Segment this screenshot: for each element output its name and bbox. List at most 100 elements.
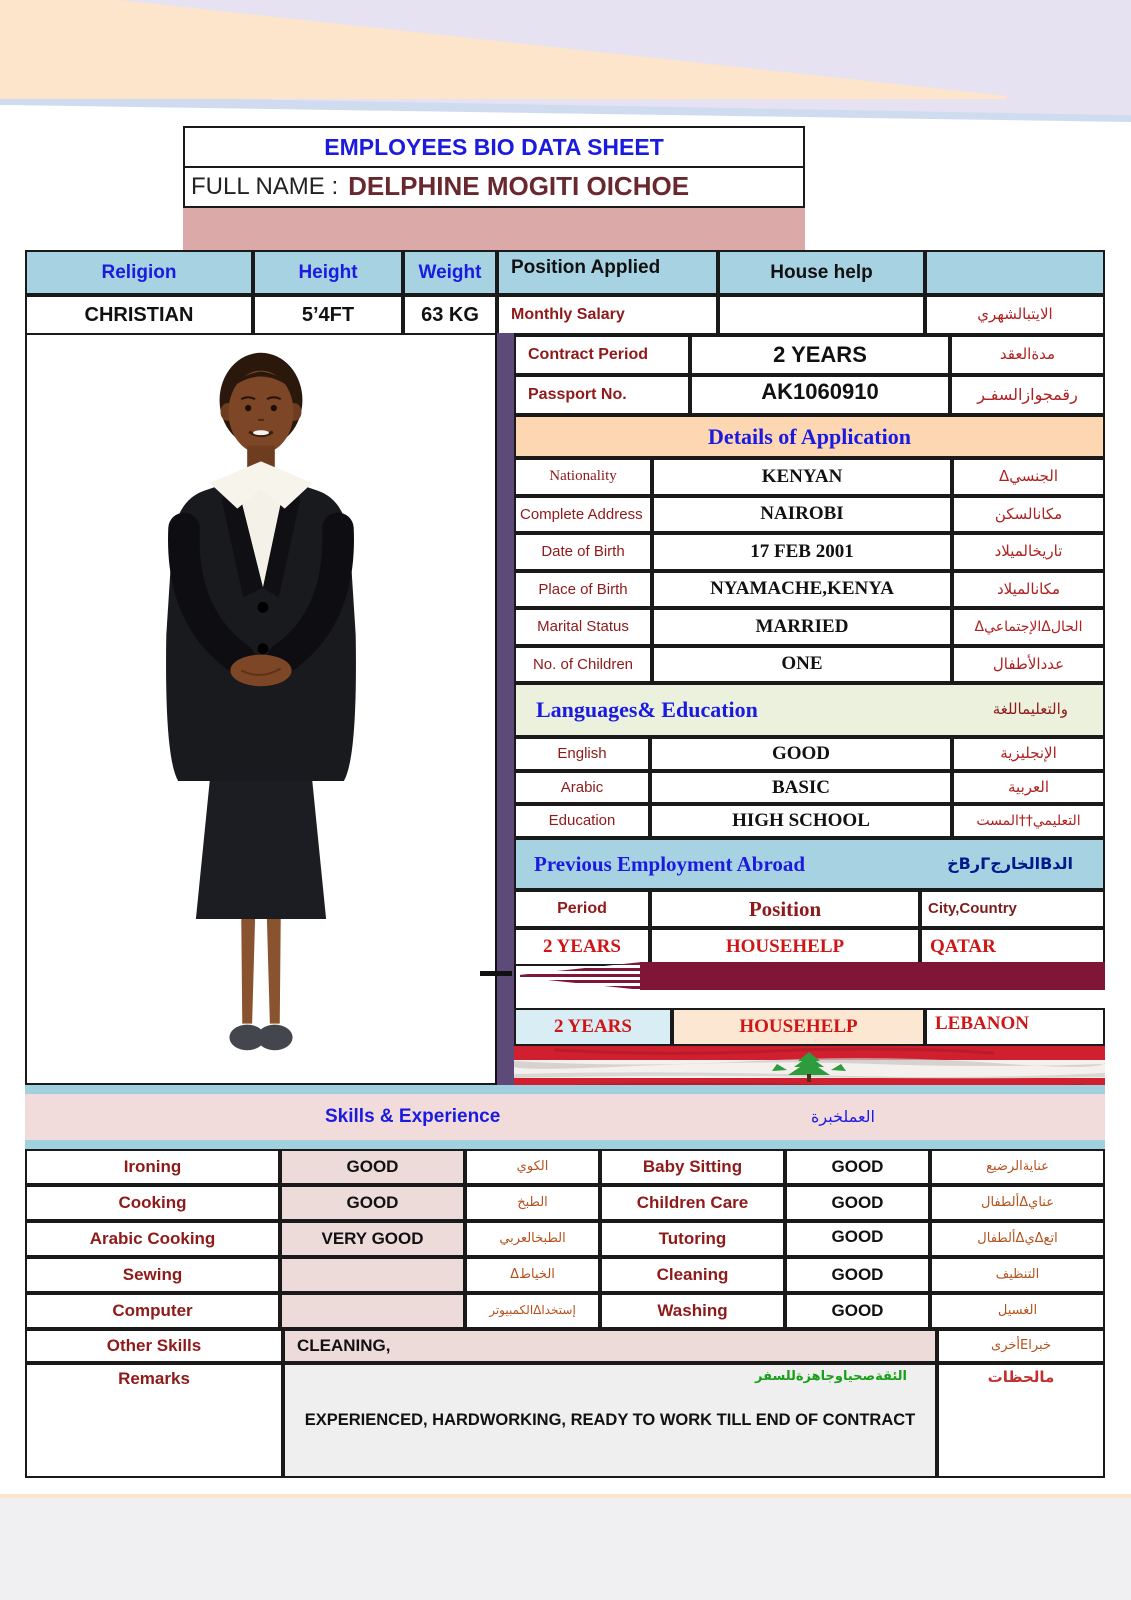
skill-arabic-cleaning: التنظيف [930,1257,1105,1293]
language-label-english: English [514,737,650,771]
applicant-photo-illustration [166,352,356,1051]
skill-arabic-cooking: الطبخ [465,1185,600,1221]
passport-value: AK1060910 [690,375,950,415]
skill-value-babysitting: GOOD [785,1149,930,1185]
details-value-dob: 17 FEB 2001 [652,533,952,571]
weight-value: 63 KG [403,295,497,335]
document-title-row: EMPLOYEES BIO DATA SHEET [185,128,803,166]
employment-row2-city: LEBANON [925,1008,1105,1046]
monthly-salary-value [718,295,925,335]
details-label-address: Complete Address [514,495,652,533]
skills-bottom-strip [25,1140,1105,1149]
full-name-value: DELPHINE MOGITI OICHOE [348,171,690,202]
skill-value-sewing [280,1257,465,1293]
document-title: EMPLOYEES BIO DATA SHEET [324,133,664,160]
language-label-arabic: Arabic [514,771,650,804]
skill-label-tutoring: Tutoring [600,1221,785,1257]
employment-header-text: Previous Employment Abroad [534,851,806,876]
languages-header-arabic: والتعليماللغة [992,700,1068,719]
details-label-marital: Marital Status [514,608,652,646]
language-arabic-education: التعليمي††المست [952,804,1105,838]
skill-arabic-tutoring: ألطفالΔيΔاتع [930,1221,1105,1257]
other-skills-arabic: أخرىEخبرا [937,1329,1105,1363]
details-label-dob: Date of Birth [514,533,652,571]
employment-header-arabic: خBرΓالخارجBالد [947,853,1073,873]
full-name-row: FULL NAME : DELPHINE MOGITI OICHOE [185,166,803,206]
details-value-children: ONE [652,645,952,683]
details-arabic-pob: مكانالميلاد [952,570,1105,608]
skill-label-cleaning: Cleaning [600,1257,785,1293]
contract-period-arabic: مدةالعقد [950,335,1105,375]
skill-label-sewing: Sewing [25,1257,280,1293]
language-value-education: HIGH SCHOOL [650,804,952,838]
other-skills-value: CLEANING, [283,1329,937,1363]
language-arabic-arabic: العربية [952,771,1105,804]
passport-arabic: رقمجوازالسفـر [950,375,1105,415]
details-label-pob: Place of Birth [514,570,652,608]
full-name-label: FULL NAME : [191,173,339,201]
qatar-flag-serrated-edge [520,962,642,990]
skill-value-cleaning: GOOD [785,1257,930,1293]
decor-bottom-band [0,1494,1131,1600]
religion-header: Religion [25,250,253,295]
remarks-arabic-green: الئقةصحياوجاهزةللسفر [755,1369,907,1384]
remarks-label: Remarks [25,1363,283,1478]
skill-label-arabiccooking: Arabic Cooking [25,1221,280,1257]
details-label-nationality: Nationality [514,458,652,496]
position-applied-header: Position Applied [497,250,718,295]
details-arabic-address: مكانالسكن [952,495,1105,533]
details-value-nationality: KENYAN [652,458,952,496]
employment-col-position: Position [650,890,920,928]
qatar-flag-banner [640,962,1105,990]
purple-divider [495,333,516,1093]
languages-header-text: Languages& Education [536,697,758,723]
language-label-education: Education [514,804,650,838]
other-skills-label: Other Skills [25,1329,283,1363]
border-tick [480,971,512,976]
skill-value-washing: GOOD [785,1293,930,1329]
remarks-content: الئقةصحياوجاهزةللسفر EXPERIENCED, HARDWO… [283,1363,937,1478]
employment-col-period: Period [514,890,650,928]
skill-label-computer: Computer [25,1293,280,1329]
details-arabic-children: عددالأطفال [952,645,1105,683]
skill-arabic-sewing: Δالخياط [465,1257,600,1293]
title-box: EMPLOYEES BIO DATA SHEET FULL NAME : DEL… [183,126,805,208]
contract-period-label: Contract Period [514,335,690,375]
details-section-header: Details of Application [514,415,1105,458]
languages-section-header: Languages& Education والتعليماللغة [514,683,1105,737]
skill-value-childrencare: GOOD [785,1185,930,1221]
applicant-photo [25,333,497,1085]
religion-value: CHRISTIAN [25,295,253,335]
position-applied-value: House help [718,250,925,295]
passport-label: Passport No. [514,375,690,415]
remarks-text: EXPERIENCED, HARDWORKING, READY TO WORK … [304,1410,916,1429]
details-value-marital: MARRIED [652,608,952,646]
top-header-empty-cell [925,250,1105,295]
weight-header: Weight [403,250,497,295]
skill-arabic-babysitting: عنايةالرضيع [930,1149,1105,1185]
monthly-salary-arabic: الايتبالشهري [925,295,1105,335]
skills-top-strip [25,1085,1105,1094]
lebanon-flag-graphic [514,1046,1105,1092]
employment-row1-position: HOUSEHELP [650,928,920,966]
skill-label-cooking: Cooking [25,1185,280,1221]
language-value-arabic: BASIC [650,771,952,804]
details-label-children: No. of Children [514,645,652,683]
details-arabic-nationality: Δالجنسي [952,458,1105,496]
language-arabic-english: الإنجليزية [952,737,1105,771]
employment-row1-city: QATAR [920,928,1105,966]
lebanon-flag [514,1046,1105,1092]
skill-value-arabiccooking: VERY GOOD [280,1221,465,1257]
skills-header-text: Skills & Experience [325,1106,501,1128]
skill-arabic-washing: الغسيل [930,1293,1105,1329]
remarks-arabic-label: مالحظات [937,1363,1105,1478]
skill-arabic-childrencare: ألطفالΔعناي [930,1185,1105,1221]
skill-value-computer [280,1293,465,1329]
employment-row2-period: 2 YEARS [514,1008,672,1046]
details-arabic-dob: تاريخالميلاد [952,533,1105,571]
skill-arabic-arabiccooking: الطبخالعربي [465,1221,600,1257]
pink-band [183,208,805,250]
skill-arabic-ironing: الكوي [465,1149,600,1185]
height-value: 5’4FT [253,295,403,335]
